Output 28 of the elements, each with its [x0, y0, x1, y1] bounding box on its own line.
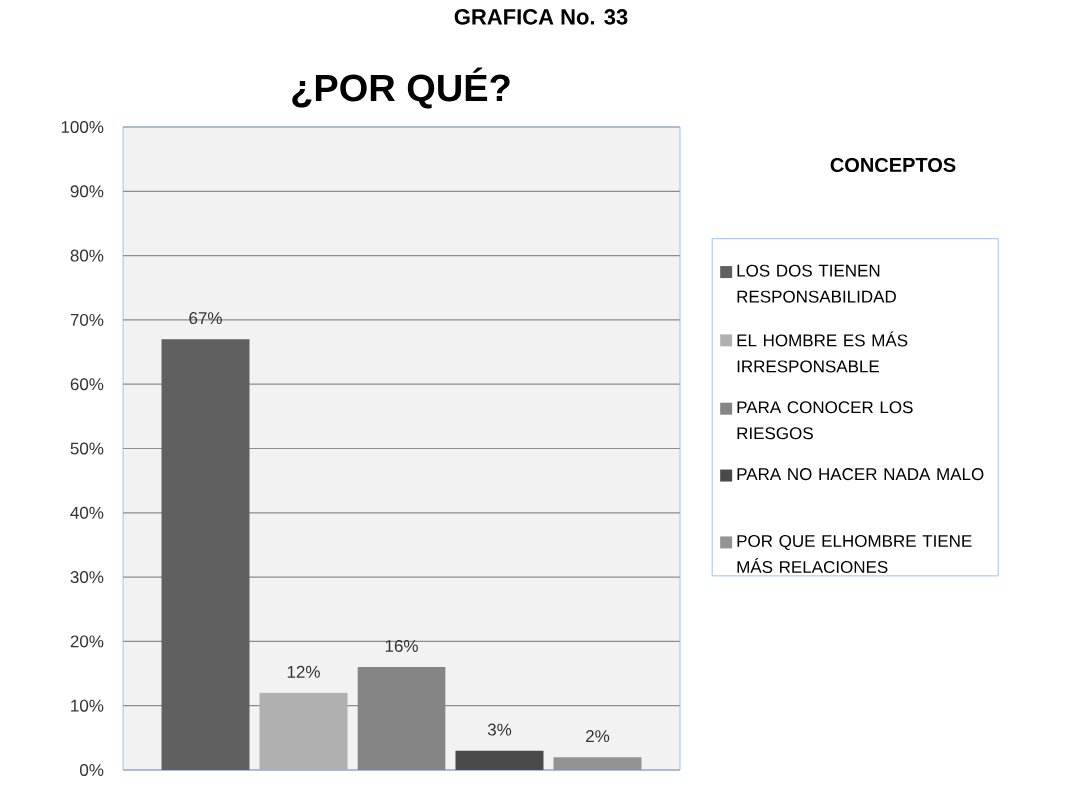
bar: [259, 692, 348, 770]
data-label: 3%: [487, 723, 512, 736]
y-tick-label: 60%: [70, 378, 104, 391]
y-tick-label: 0%: [80, 763, 104, 776]
legend-label: POR QUE ELHOMBRE TIENE MÁS RELACIONES: [737, 534, 972, 574]
legend-label: LOS DOS TIENEN RESPONSABILIDAD: [737, 264, 896, 303]
data-label: 67%: [189, 312, 222, 325]
bar: [553, 757, 642, 770]
legend-label: EL HOMBRE ES MÁS IRRESPONSABLE: [737, 331, 908, 373]
bar: [455, 750, 544, 770]
y-tick-label: 30%: [70, 571, 104, 584]
y-tick-label: 10%: [71, 699, 104, 712]
data-label: 16%: [385, 640, 418, 653]
chart-title: ¿POR QUÉ?: [292, 67, 510, 109]
y-tick-label: 80%: [70, 249, 104, 262]
y-tick-label: 70%: [70, 313, 104, 326]
y-tick-label: 40%: [70, 506, 104, 519]
legend-title: CONCEPTOS: [830, 157, 956, 173]
bar: [161, 339, 250, 770]
y-tick-label: 90%: [70, 185, 104, 198]
legend-label: PARA NO HACER NADA MALO: [737, 468, 984, 481]
y-tick-label: 50%: [70, 442, 104, 455]
data-label: 2%: [586, 730, 610, 743]
legend-label: PARA CONOCER LOS RIESGOS: [737, 401, 913, 440]
data-label: 12%: [287, 665, 320, 678]
y-tick-label: 20%: [70, 635, 104, 648]
y-tick-label: 100%: [61, 120, 104, 133]
text: GRAFICA No. 33: [454, 9, 628, 25]
